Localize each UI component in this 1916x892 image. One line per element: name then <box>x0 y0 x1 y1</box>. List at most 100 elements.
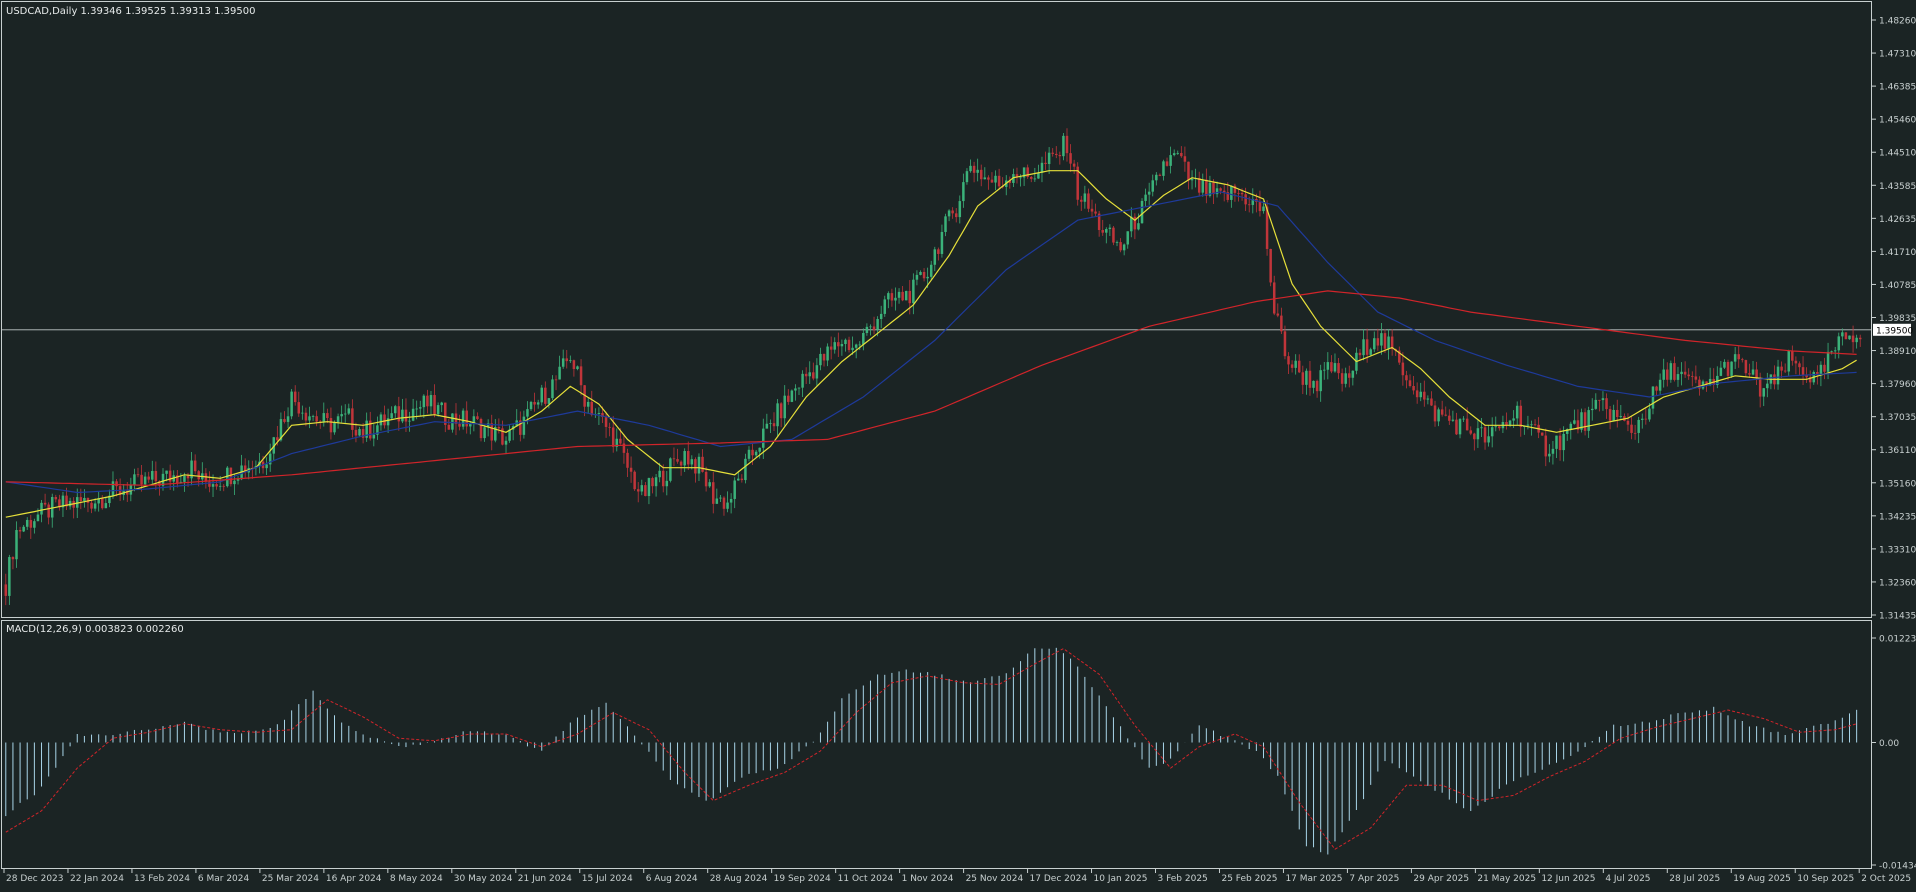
candle-body <box>915 274 919 280</box>
candle-body <box>4 584 8 596</box>
candle-body <box>1158 174 1162 176</box>
candle-body <box>268 453 272 465</box>
candle-body <box>1451 419 1455 421</box>
price-axis-label: 1.39835 <box>1879 314 1916 324</box>
candle-body <box>558 366 561 380</box>
candle-body <box>343 413 347 415</box>
candle-body <box>1694 376 1698 380</box>
candle-body <box>8 557 11 596</box>
candle-body <box>661 470 665 487</box>
candle-body <box>426 395 429 407</box>
candle-body <box>822 353 826 361</box>
candle-body <box>1755 369 1758 379</box>
candle-body <box>526 409 529 417</box>
candle-body <box>812 372 815 379</box>
time-axis-label: 2 Oct 2025 <box>1861 874 1911 884</box>
candle-body <box>1733 354 1737 362</box>
candle-body <box>954 213 958 218</box>
candle-body <box>1340 373 1344 384</box>
candle-body <box>840 344 844 347</box>
candle-body <box>969 165 972 172</box>
candle-body <box>540 387 543 403</box>
candle-body <box>168 470 172 482</box>
candle-body <box>601 413 604 417</box>
candle-body <box>176 475 179 483</box>
candle-body <box>1590 408 1594 411</box>
candle-body <box>204 473 208 482</box>
candle-body <box>65 495 68 507</box>
candle-body <box>1473 433 1476 440</box>
candle-body <box>1144 194 1147 201</box>
candle-body <box>1351 370 1355 378</box>
candle-body <box>983 177 987 180</box>
candle-body <box>1680 371 1683 375</box>
candle-body <box>733 480 736 499</box>
candle-body <box>1719 367 1723 376</box>
candle-body <box>1112 227 1115 243</box>
candle-body <box>1480 427 1483 429</box>
ma_mid-line <box>5 191 1857 494</box>
candle-body <box>1758 378 1762 397</box>
price-axis-label: 1.35160 <box>1879 479 1916 489</box>
candle-body <box>1380 333 1383 346</box>
candle-body <box>683 451 686 466</box>
candle-body <box>926 276 929 279</box>
candle-body <box>165 470 168 474</box>
candle-body <box>1423 391 1426 400</box>
candle-body <box>1405 375 1408 381</box>
candle-body <box>340 414 343 417</box>
candle-body <box>58 499 61 508</box>
candle-body <box>976 169 979 173</box>
candle-body <box>222 485 225 487</box>
candle-body <box>1315 380 1319 392</box>
candle-body <box>1308 370 1312 388</box>
candle-body <box>33 521 36 528</box>
candle-body <box>1072 163 1076 167</box>
time-axis-label: 19 Sep 2024 <box>774 874 831 884</box>
candle-body <box>1151 180 1154 192</box>
candle-body <box>1483 427 1487 443</box>
candle-body <box>626 452 629 468</box>
candle-body <box>740 478 744 481</box>
candle-body <box>1398 350 1401 363</box>
candle-body <box>879 313 883 319</box>
candle-body <box>1648 408 1651 420</box>
time-axis-label: 21 Jun 2024 <box>518 874 572 884</box>
candle-body <box>1801 367 1805 375</box>
candle-body <box>1415 390 1419 398</box>
candle-body <box>444 402 447 425</box>
candle-body <box>1791 350 1794 361</box>
price-axis-label: 1.48260 <box>1879 17 1916 27</box>
candle-body <box>1187 161 1190 181</box>
candle-body <box>847 339 851 351</box>
candle-body <box>36 514 40 522</box>
candle-body <box>1269 248 1272 283</box>
candle-body <box>1176 152 1180 154</box>
candle-body <box>1297 360 1301 373</box>
candle-body <box>1573 420 1576 424</box>
candle-body <box>762 428 765 448</box>
candle-body <box>333 422 336 433</box>
candle-body <box>211 484 215 487</box>
candle-body <box>1641 418 1644 420</box>
candle-body <box>1065 135 1069 154</box>
candle-body <box>1012 174 1015 183</box>
candle-body <box>386 418 390 426</box>
candle-body <box>1476 428 1480 440</box>
candle-body <box>1280 315 1283 332</box>
candle-body <box>519 420 522 435</box>
candle-body <box>769 423 772 424</box>
time-axis-label: 17 Dec 2024 <box>1030 874 1088 884</box>
candle-body <box>1222 190 1226 193</box>
candle-body <box>726 502 729 509</box>
candle-body <box>851 347 854 351</box>
candle-body <box>265 464 268 469</box>
candle-body <box>987 177 990 180</box>
candle-body <box>1337 363 1340 374</box>
candle-body <box>1494 426 1498 428</box>
candle-body <box>536 402 540 405</box>
candle-body <box>912 279 915 304</box>
candle-body <box>551 379 554 399</box>
